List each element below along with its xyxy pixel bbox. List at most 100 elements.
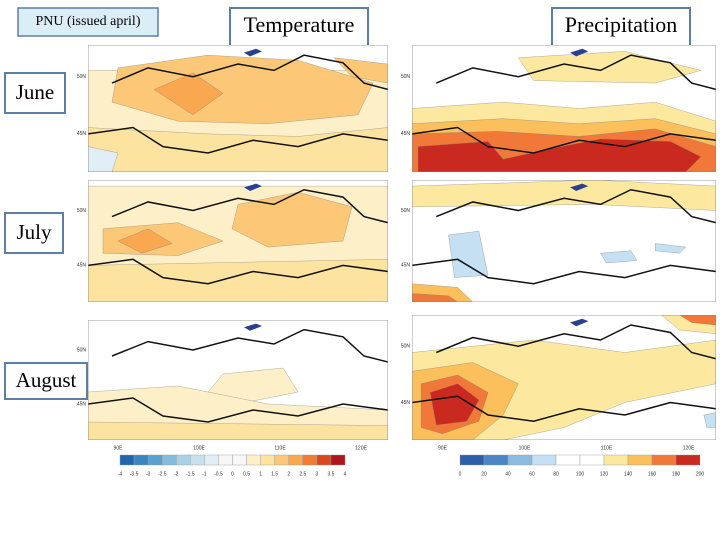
colorbar-label: 1	[259, 471, 262, 477]
colorbar-swatch	[119, 454, 135, 466]
colorbar-label: -2	[174, 471, 179, 477]
title-box	[17, 7, 159, 37]
colorbar-label: -4	[118, 471, 123, 477]
lat-label: 45N	[401, 400, 411, 406]
colorbar-swatch	[133, 454, 149, 466]
lat-label: 45N	[401, 263, 411, 269]
map-field	[88, 48, 388, 172]
lake	[244, 323, 262, 331]
colorbar-swatch	[603, 454, 629, 466]
country-border	[88, 128, 388, 153]
map-panel	[88, 320, 388, 440]
map-field	[412, 180, 716, 302]
colorbar-swatch	[316, 454, 332, 466]
colorbar-swatch	[176, 454, 191, 466]
country-border	[412, 128, 716, 153]
lon-label: 110E	[601, 445, 613, 451]
contour-region	[334, 58, 388, 83]
colorbar-label: 0	[231, 471, 234, 477]
colorbar-label: 0	[459, 471, 462, 477]
colorbar-label: -3	[146, 471, 151, 477]
row-label: June	[16, 80, 55, 104]
contour-region	[118, 229, 172, 253]
lon-label: 100E	[519, 445, 531, 451]
lon-label: 120E	[355, 445, 367, 451]
country-border	[436, 55, 716, 89]
colorbar-label: 40	[505, 471, 511, 477]
colorbar-label: 0.5	[243, 471, 250, 477]
country-border	[112, 190, 388, 223]
map-field	[412, 315, 716, 440]
map-field	[88, 323, 388, 440]
contour-region	[412, 293, 458, 302]
colorbar-swatch	[288, 454, 304, 466]
row-box	[4, 212, 64, 254]
colorbar-label: 120	[600, 471, 609, 477]
contour-region	[88, 128, 388, 172]
colorbar-swatch	[330, 454, 346, 466]
colorbar-label: 60	[529, 471, 535, 477]
column-title: Temperature	[244, 12, 355, 37]
colorbar-swatch	[555, 454, 581, 466]
map-field	[88, 183, 388, 302]
column-title: Precipitation	[565, 12, 677, 37]
colorbar-label: 140	[624, 471, 633, 477]
lon-label: 100E	[193, 445, 205, 451]
colorbar-label: 160	[648, 471, 657, 477]
lon-label: 90E	[114, 445, 124, 451]
row-label: August	[16, 368, 77, 392]
colorbar-label: 1.5	[271, 471, 278, 477]
lon-label: 110E	[274, 445, 286, 451]
colorbar-swatch	[204, 454, 219, 466]
colorbar-swatch	[218, 454, 233, 466]
lat-label: 45N	[401, 131, 411, 137]
contour-region	[88, 422, 388, 440]
lat-label: 45N	[77, 263, 87, 269]
lon-label: 90E	[438, 445, 448, 451]
lake	[244, 183, 262, 191]
lon-label: 120E	[683, 445, 695, 451]
lake	[570, 318, 589, 327]
row-label: July	[16, 220, 52, 244]
colorbar-label: 3.5	[327, 471, 334, 477]
colorbar-swatch	[232, 454, 247, 466]
map-panel	[412, 315, 716, 440]
colorbar-label: 2.5	[299, 471, 306, 477]
map-panel	[412, 45, 716, 172]
colorbar-swatch	[302, 454, 318, 466]
colorbar-swatch	[161, 454, 177, 466]
contour-region	[655, 243, 685, 253]
colorbar-label: 100	[576, 471, 585, 477]
contour-region	[154, 73, 223, 115]
colorbar-label: 200	[696, 471, 705, 477]
colorbar-label: 80	[553, 471, 559, 477]
lat-label: 50N	[401, 74, 411, 80]
map-panel	[88, 45, 388, 172]
colorbar-swatch	[483, 454, 509, 466]
contour-region	[600, 251, 636, 263]
colorbar-swatch	[507, 454, 533, 466]
colorbar-swatch	[459, 454, 485, 466]
contour-region	[112, 55, 373, 124]
country-border	[436, 190, 716, 223]
country-border	[88, 259, 388, 283]
colorbar-label: -2.5	[158, 471, 167, 477]
contour-region	[88, 259, 388, 302]
lake	[570, 183, 589, 191]
colorbar-label: 180	[672, 471, 681, 477]
colorbar-label: 2	[287, 471, 290, 477]
map-field	[412, 48, 716, 172]
colorbar-swatch	[246, 454, 261, 466]
colorbar-label: -3.5	[130, 471, 139, 477]
slide-title: PNU (issued april)	[36, 14, 141, 29]
colorbar-label: -0.5	[214, 471, 223, 477]
lat-label: 50N	[77, 208, 87, 214]
lat-label: 45N	[77, 401, 87, 407]
colorbar-label: -1	[202, 471, 207, 477]
map-panel	[412, 180, 716, 302]
colorbar-swatch	[147, 454, 163, 466]
country-border	[436, 325, 716, 359]
colorbar-label: 20	[481, 471, 487, 477]
lake	[570, 48, 589, 57]
